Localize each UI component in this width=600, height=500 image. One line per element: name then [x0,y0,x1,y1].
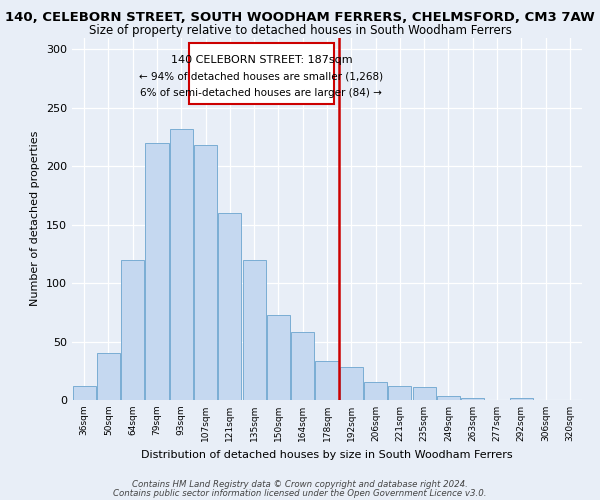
Text: ← 94% of detached houses are smaller (1,268): ← 94% of detached houses are smaller (1,… [139,72,383,82]
Bar [510,398,533,400]
Bar [340,368,363,400]
Bar [170,128,193,400]
Bar [413,387,436,400]
FancyBboxPatch shape [188,44,334,104]
Bar [145,142,169,400]
Text: Contains public sector information licensed under the Open Government Licence v3: Contains public sector information licen… [113,488,487,498]
Bar [267,314,290,400]
Text: Size of property relative to detached houses in South Woodham Ferrers: Size of property relative to detached ho… [89,24,511,37]
Bar [316,362,338,400]
Bar [97,353,120,400]
Bar [218,213,241,400]
Text: Contains HM Land Registry data © Crown copyright and database right 2024.: Contains HM Land Registry data © Crown c… [132,480,468,489]
Bar [388,386,412,400]
Bar [73,386,95,400]
Bar [194,145,217,400]
Text: 140 CELEBORN STREET: 187sqm: 140 CELEBORN STREET: 187sqm [170,55,352,65]
X-axis label: Distribution of detached houses by size in South Woodham Ferrers: Distribution of detached houses by size … [141,450,513,460]
Bar [461,398,484,400]
Bar [242,260,266,400]
Bar [437,396,460,400]
Text: 140, CELEBORN STREET, SOUTH WOODHAM FERRERS, CHELMSFORD, CM3 7AW: 140, CELEBORN STREET, SOUTH WOODHAM FERR… [5,11,595,24]
Bar [291,332,314,400]
Text: 6% of semi-detached houses are larger (84) →: 6% of semi-detached houses are larger (8… [140,88,382,98]
Bar [121,260,144,400]
Bar [364,382,387,400]
Y-axis label: Number of detached properties: Number of detached properties [31,131,40,306]
